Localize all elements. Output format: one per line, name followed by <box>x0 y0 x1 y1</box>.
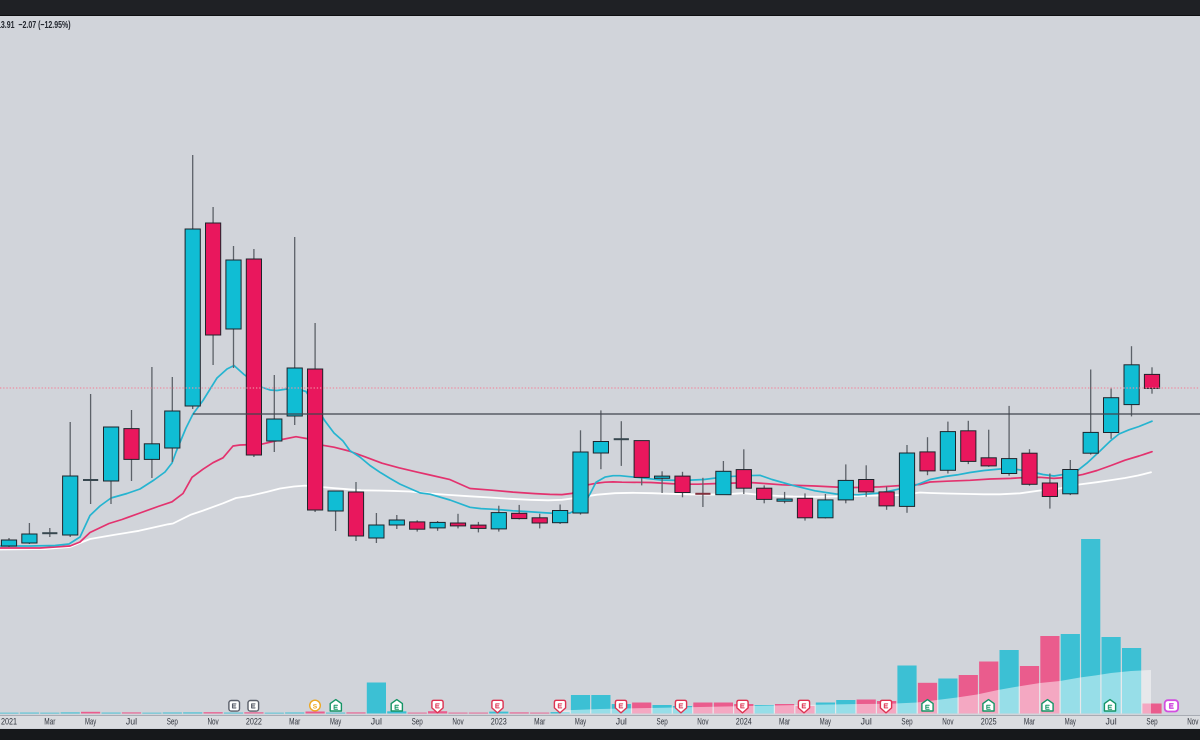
svg-text:Nov: Nov <box>208 717 220 727</box>
svg-text:May: May <box>330 717 342 727</box>
svg-text:Jul: Jul <box>616 717 627 727</box>
svg-text:2023: 2023 <box>491 717 507 727</box>
svg-text:Jul: Jul <box>861 717 872 727</box>
svg-text:Mar: Mar <box>289 717 300 727</box>
svg-text:Mar: Mar <box>1024 717 1035 727</box>
svg-text:Mar: Mar <box>44 717 55 727</box>
svg-text:S: S <box>313 704 318 711</box>
svg-text:Sep: Sep <box>1146 717 1157 727</box>
svg-text:2024: 2024 <box>736 717 752 727</box>
svg-text:2025: 2025 <box>981 717 997 727</box>
svg-text:Jul: Jul <box>126 717 137 727</box>
svg-text:2022: 2022 <box>246 717 262 727</box>
svg-text:May: May <box>575 717 587 727</box>
svg-text:Sep: Sep <box>657 717 668 727</box>
svg-text:May: May <box>85 717 97 727</box>
svg-text:May: May <box>820 717 832 727</box>
svg-text:Nov: Nov <box>697 717 709 727</box>
svg-text:Nov: Nov <box>942 717 954 727</box>
svg-text:Jul: Jul <box>1106 717 1117 727</box>
svg-text:May: May <box>1065 717 1077 727</box>
svg-text:2021: 2021 <box>1 717 17 727</box>
svg-text:Mar: Mar <box>534 717 545 727</box>
svg-text:Sep: Sep <box>412 717 423 727</box>
svg-text:Sep: Sep <box>901 717 912 727</box>
svg-text:Jul: Jul <box>371 717 382 727</box>
svg-text:Sep: Sep <box>167 717 178 727</box>
svg-text:Mar: Mar <box>779 717 790 727</box>
svg-text:Nov: Nov <box>1187 717 1199 727</box>
svg-text:Nov: Nov <box>452 717 464 727</box>
